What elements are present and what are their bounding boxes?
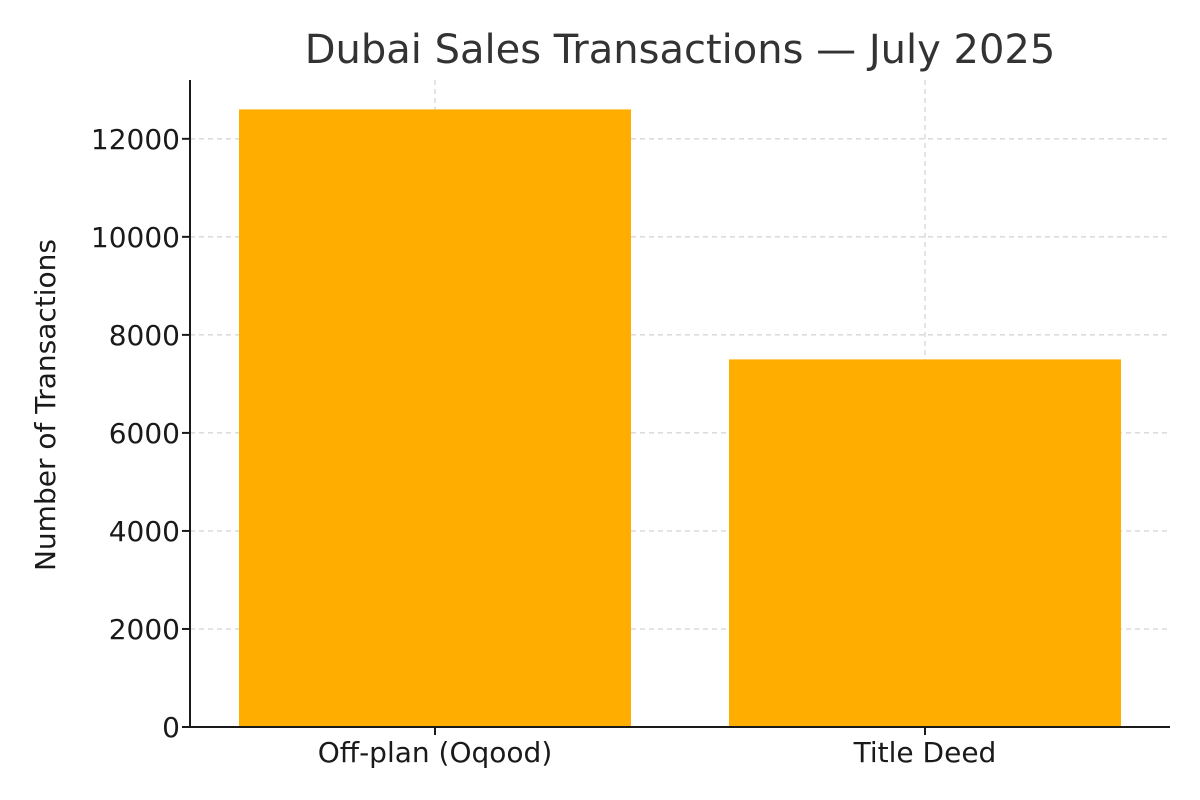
y-tick-label: 6000 xyxy=(109,417,180,450)
bar xyxy=(239,109,631,728)
bar xyxy=(729,359,1121,727)
chart-title: Dubai Sales Transactions — July 2025 xyxy=(305,27,1056,73)
y-tick-label: 12000 xyxy=(91,123,180,156)
y-axis-label: Number of Transactions xyxy=(29,239,62,571)
axes: 0 2000 4000 6000 8000 10000 12000 Off-plan (Oqo… xyxy=(91,80,1170,769)
x-tick-label: Off-plan (Oqood) xyxy=(318,736,553,769)
y-tick-label: 4000 xyxy=(109,515,180,548)
y-tick-label: 0 xyxy=(162,711,180,744)
bars xyxy=(239,109,1121,728)
y-tick-label: 8000 xyxy=(109,319,180,352)
y-tick-label: 10000 xyxy=(91,221,180,254)
x-tick-label: Title Deed xyxy=(853,736,997,769)
y-tick-label: 2000 xyxy=(109,613,180,646)
